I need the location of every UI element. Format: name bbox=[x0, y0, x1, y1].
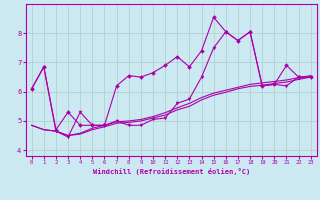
X-axis label: Windchill (Refroidissement éolien,°C): Windchill (Refroidissement éolien,°C) bbox=[92, 168, 250, 175]
